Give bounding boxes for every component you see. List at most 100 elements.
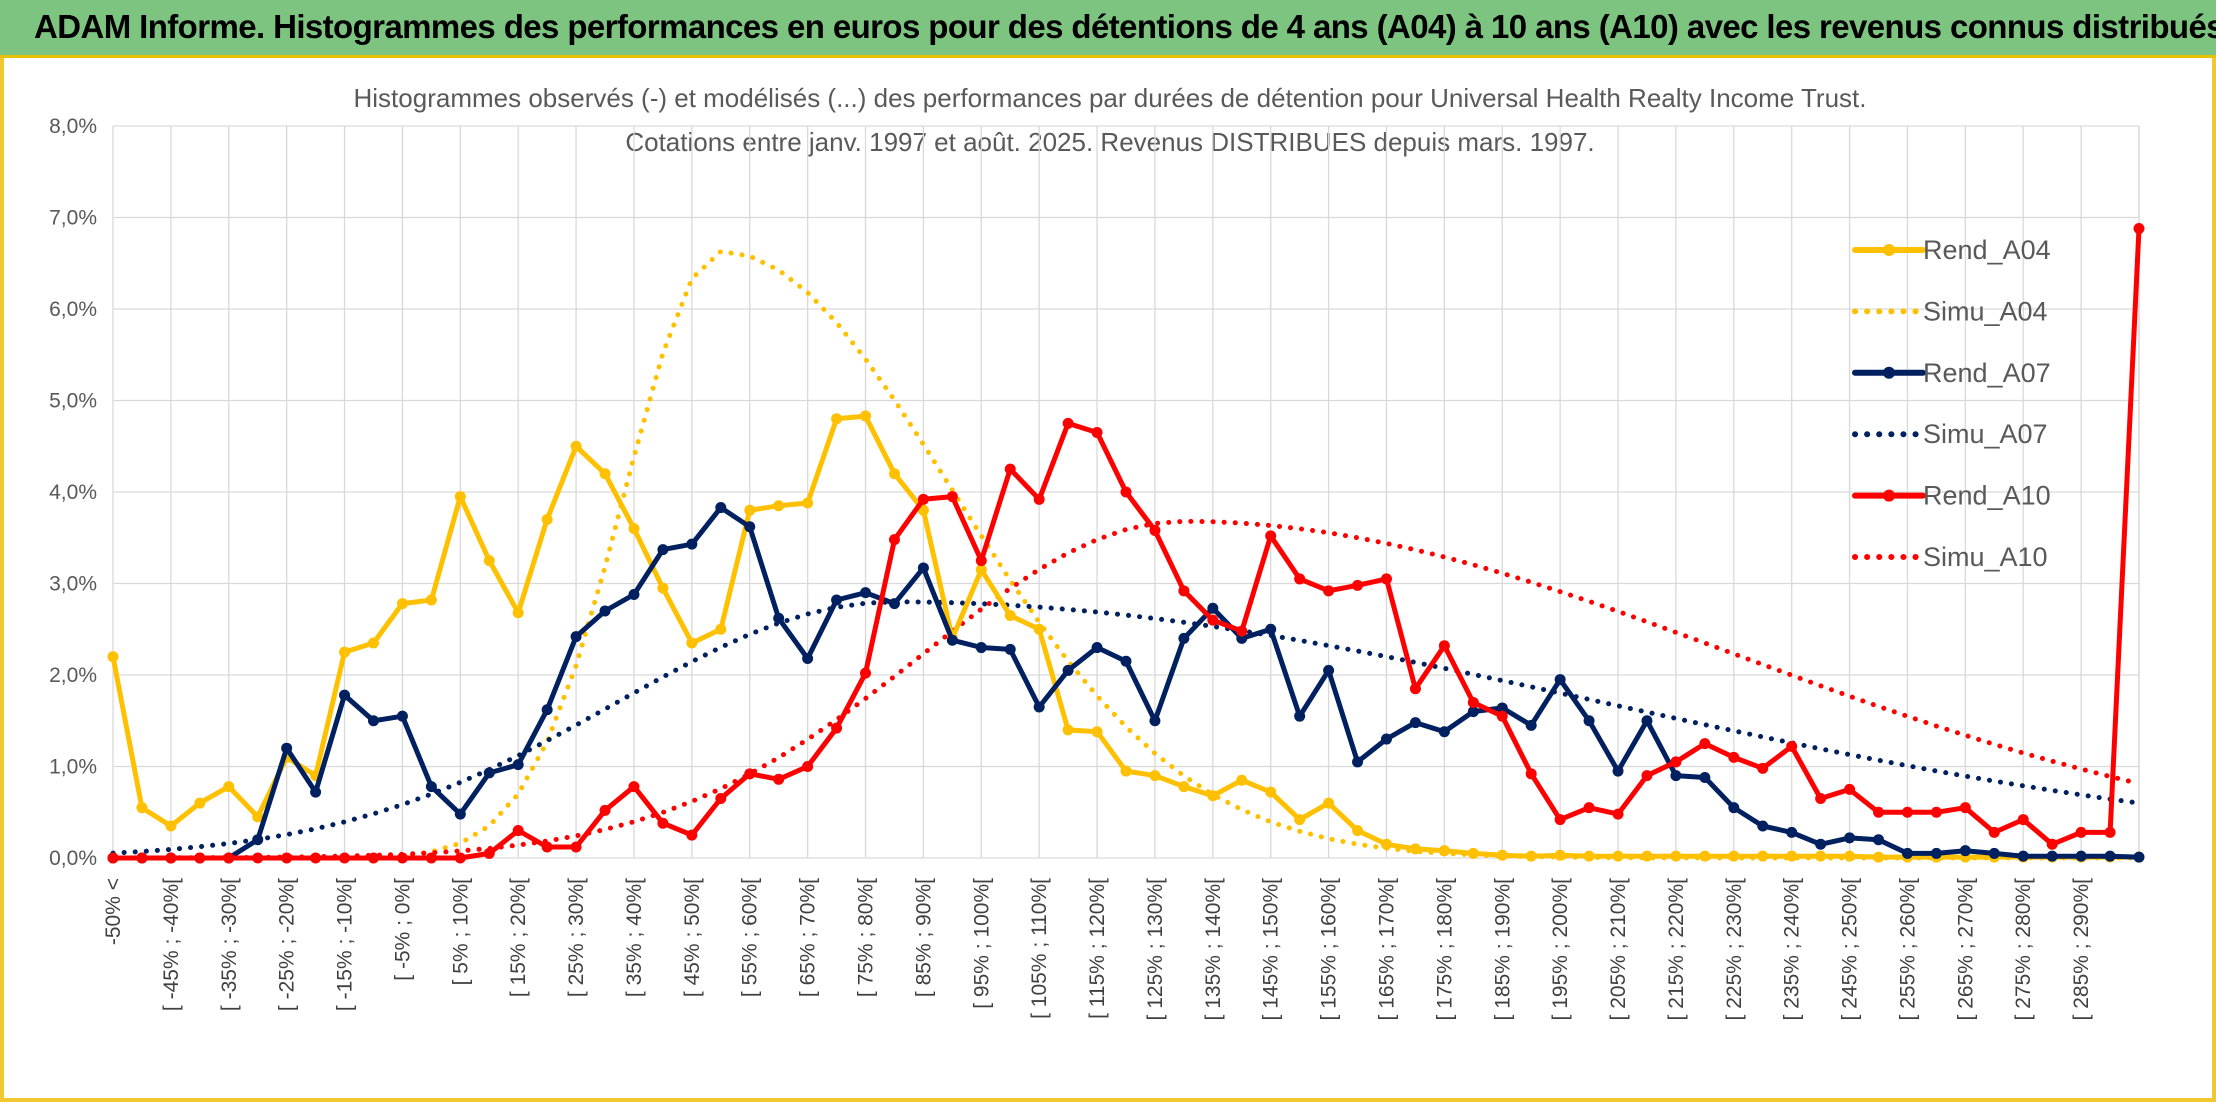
point-rend-a07	[252, 834, 264, 846]
point-rend-a04	[1062, 724, 1074, 736]
point-rend-a07	[1149, 715, 1161, 727]
point-rend-a07	[888, 598, 900, 610]
x-tick-label: [ -45% ; -40%[	[160, 878, 183, 1011]
point-rend-a04	[425, 594, 437, 606]
x-tick-label: [ 235% ; 240%[	[1781, 878, 1804, 1021]
point-rend-a10	[1844, 783, 1856, 795]
point-rend-a10	[2104, 826, 2116, 838]
point-rend-a10	[223, 852, 235, 864]
point-rend-a10	[1149, 524, 1161, 536]
point-rend-a10	[1525, 768, 1537, 780]
point-rend-a07	[1033, 701, 1045, 713]
point-rend-a07	[1380, 733, 1392, 745]
point-rend-a04	[396, 598, 408, 610]
point-rend-a07	[1496, 702, 1508, 714]
y-tick-label: 7,0%	[49, 207, 97, 230]
point-rend-a07	[1641, 715, 1653, 727]
point-rend-a07	[1525, 719, 1537, 731]
point-rend-a04	[1004, 610, 1016, 622]
point-rend-a10	[1004, 463, 1016, 475]
point-rend-a04	[194, 797, 206, 809]
point-rend-a07	[715, 502, 727, 514]
point-rend-a10	[628, 781, 640, 793]
point-rend-a04	[715, 623, 727, 635]
point-rend-a10	[1120, 486, 1132, 498]
x-tick-label: [ 205% ; 210%[	[1607, 878, 1630, 1021]
point-rend-a04	[628, 523, 640, 535]
point-rend-a10	[1670, 756, 1682, 768]
point-rend-a10	[1641, 770, 1653, 782]
point-rend-a04	[454, 491, 466, 503]
point-rend-a07	[1207, 602, 1219, 614]
point-rend-a04	[1033, 623, 1045, 635]
y-tick-label: 4,0%	[49, 481, 97, 504]
x-tick-label: [ 145% ; 150%[	[1260, 878, 1283, 1021]
point-rend-a07	[1728, 802, 1740, 814]
point-rend-a10	[1265, 530, 1277, 542]
point-rend-a10	[1409, 683, 1421, 695]
point-rend-a04	[223, 781, 235, 793]
point-rend-a04	[1844, 850, 1856, 862]
point-rend-a04	[802, 497, 814, 509]
point-rend-a10	[1207, 614, 1219, 626]
x-tick-label: [ 265% ; 270%[	[1954, 878, 1977, 1021]
point-rend-a07	[310, 786, 322, 798]
point-rend-a10	[425, 852, 437, 864]
point-rend-a04	[686, 637, 698, 649]
point-rend-a07	[367, 715, 379, 727]
point-rend-a07	[1004, 643, 1016, 655]
point-rend-a10	[281, 852, 293, 864]
point-rend-a07	[1438, 726, 1450, 738]
x-tick-label: [ 255% ; 260%[	[1896, 878, 1919, 1021]
point-rend-a07	[1815, 838, 1827, 850]
point-rend-a10	[1062, 417, 1074, 429]
point-rend-a10	[599, 804, 611, 816]
y-tick-label: 1,0%	[49, 756, 97, 779]
point-rend-a07	[512, 759, 524, 771]
point-rend-a04	[1380, 838, 1392, 850]
point-rend-a10	[1467, 696, 1479, 708]
point-rend-a04	[1728, 850, 1740, 862]
point-rend-a10	[1959, 802, 1971, 814]
point-rend-a07	[975, 642, 987, 654]
y-tick-label: 5,0%	[49, 390, 97, 413]
point-rend-a07	[1554, 674, 1566, 686]
point-rend-a10	[1352, 579, 1364, 591]
point-rend-a10	[2075, 826, 2087, 838]
legend-label-simu-a10: Simu_A10	[1923, 542, 2048, 572]
point-rend-a10	[310, 852, 322, 864]
point-rend-a04	[1265, 786, 1277, 798]
point-rend-a10	[657, 817, 669, 829]
point-rend-a04	[165, 820, 177, 832]
point-rend-a04	[107, 651, 119, 663]
point-rend-a04	[1149, 770, 1161, 782]
point-rend-a07	[1265, 623, 1277, 635]
report-title: ADAM Informe. Histogrammes des performan…	[34, 8, 2216, 45]
point-rend-a07	[1467, 706, 1479, 718]
x-tick-label: [ 215% ; 220%[	[1665, 878, 1688, 1021]
report-banner: ADAM Informe. Histogrammes des performan…	[0, 0, 2216, 58]
point-rend-a10	[1033, 493, 1045, 505]
x-tick-label: [ -15% ; -10%[	[334, 878, 357, 1011]
point-rend-a10	[1496, 710, 1508, 722]
series-line-rend-a04	[110, 413, 2142, 860]
point-rend-a04	[1438, 845, 1450, 857]
point-rend-a07	[2046, 850, 2058, 862]
point-rend-a07	[1901, 847, 1913, 859]
point-rend-a04	[1699, 850, 1711, 862]
x-tick-label: [ 95% ; 100%[	[970, 878, 993, 1009]
x-tick-label: [ 55% ; 60%[	[739, 878, 762, 997]
point-rend-a10	[686, 829, 698, 841]
x-tick-label: [ 275% ; 280%[	[2012, 878, 2035, 1021]
point-rend-a07	[339, 689, 351, 701]
y-tick-label: 8,0%	[49, 115, 97, 138]
point-rend-a10	[888, 534, 900, 546]
legend-label-rend-a10: Rend_A10	[1923, 481, 2051, 511]
y-tick-label: 6,0%	[49, 298, 97, 321]
point-rend-a10	[252, 852, 264, 864]
point-rend-a07	[1930, 847, 1942, 859]
point-rend-a10	[1091, 427, 1103, 439]
point-rend-a07	[599, 605, 611, 617]
point-rend-a04	[512, 607, 524, 619]
point-rend-a10	[860, 667, 872, 679]
